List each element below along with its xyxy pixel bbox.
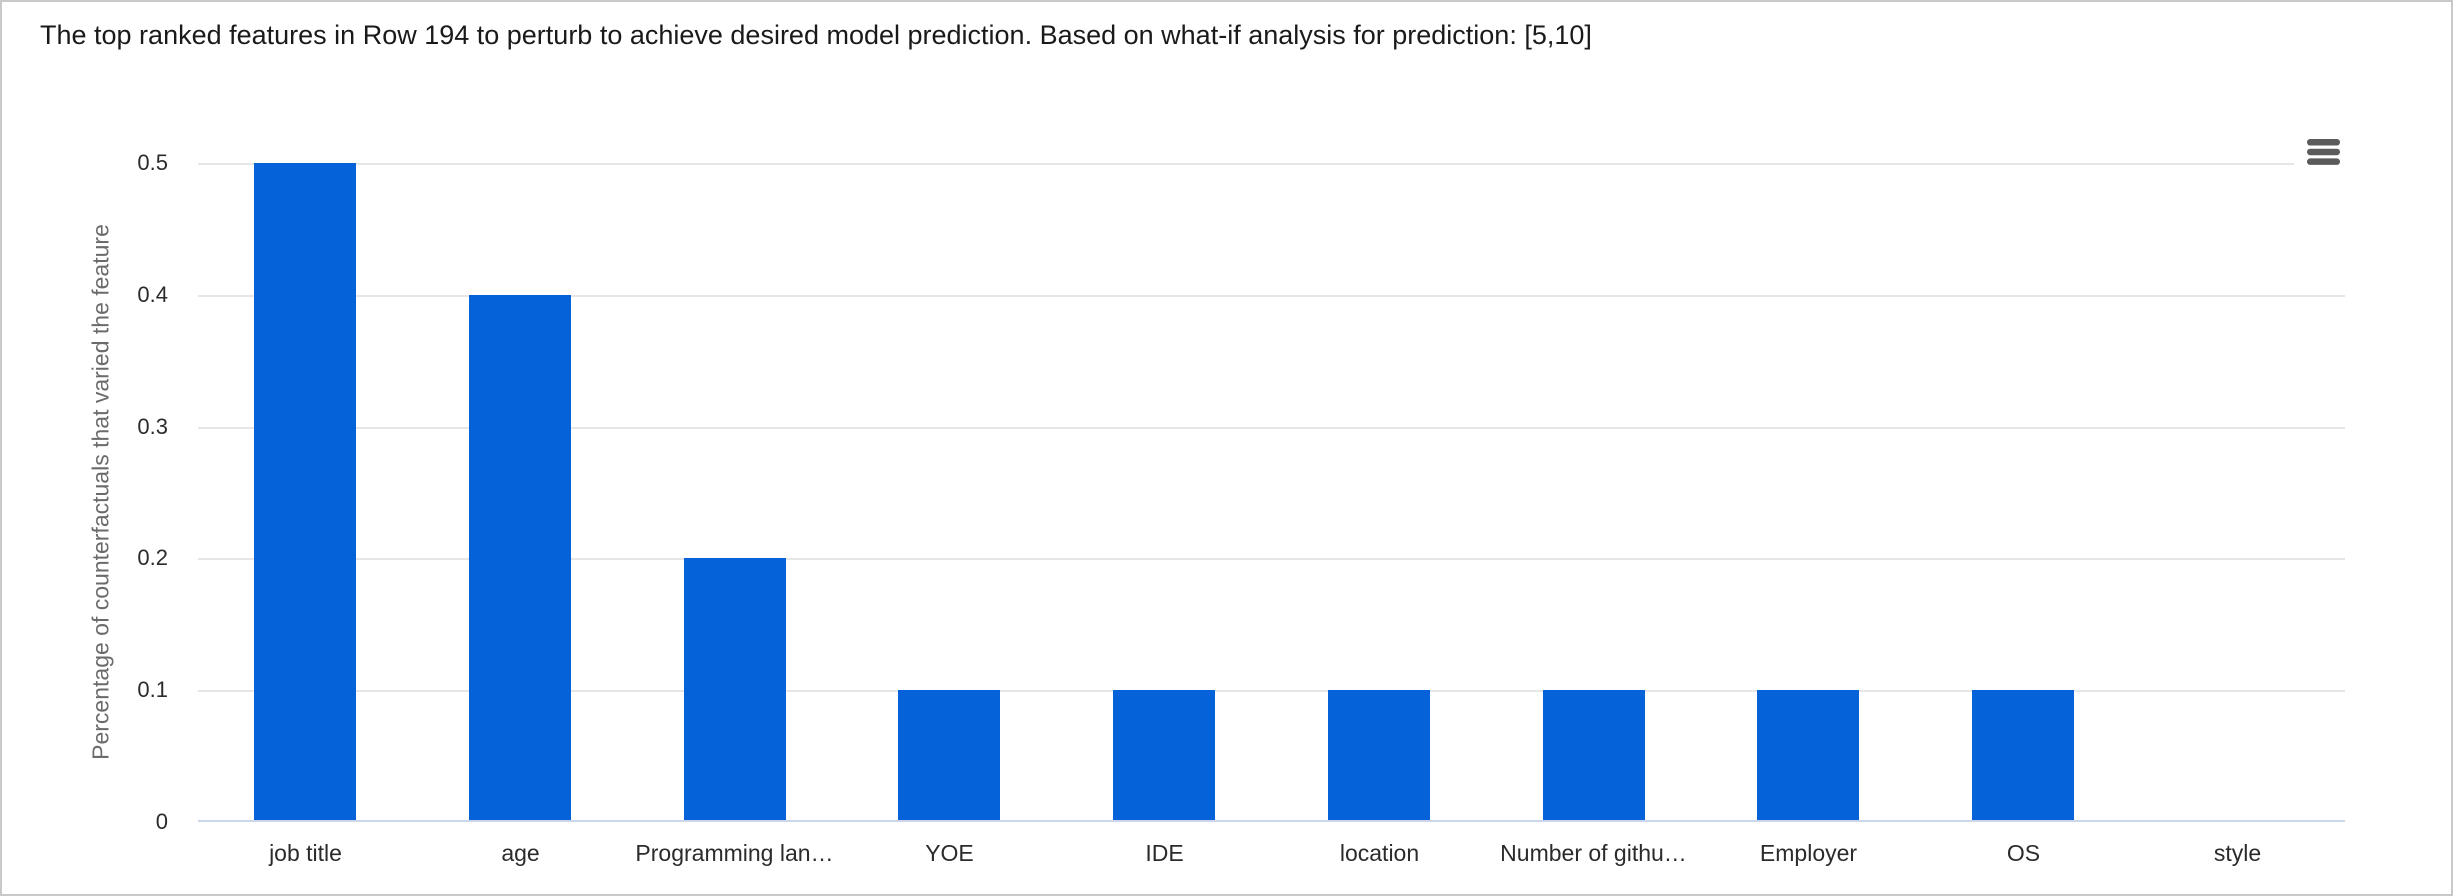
x-axis-label: location [1339, 840, 1420, 866]
x-axis-line [198, 820, 2345, 822]
gridline [198, 295, 2345, 297]
gridline [198, 163, 2345, 165]
bar-number-of-githu-[interactable] [1543, 690, 1645, 820]
x-axis-label: OS [2006, 840, 2041, 866]
chart-context-menu-button[interactable] [2294, 130, 2354, 174]
y-tick-label: 0.3 [137, 414, 168, 439]
bar-employer[interactable] [1757, 690, 1859, 820]
chart-title: The top ranked features in Row 194 to pe… [40, 20, 1592, 50]
y-tick-label: 0.4 [137, 282, 168, 307]
x-axis-label: Employer [1759, 840, 1858, 866]
x-axis-label: style [2213, 840, 2262, 866]
x-axis-label: job title [269, 840, 342, 866]
x-axis-label: YOE [925, 840, 974, 866]
bar-ide[interactable] [1113, 690, 1215, 820]
gridline [198, 558, 2345, 560]
x-axis-label: Number of githu… [1500, 840, 1687, 866]
bar-location[interactable] [1328, 690, 1430, 820]
x-axis-label: IDE [1145, 840, 1184, 866]
y-tick-label: 0 [155, 809, 168, 834]
y-tick-label: 0.5 [137, 150, 168, 175]
y-tick-label: 0.2 [137, 545, 168, 570]
plot-area [198, 163, 2345, 822]
x-axis-label: Programming lan… [635, 840, 834, 866]
bar-job-title[interactable] [254, 163, 356, 820]
bar-age[interactable] [469, 295, 571, 820]
bar-os[interactable] [1972, 690, 2074, 820]
bar-yoe[interactable] [898, 690, 1000, 820]
hamburger-icon [2307, 139, 2340, 165]
bar-programming-lan-[interactable] [684, 558, 786, 820]
y-tick-label: 0.1 [137, 677, 168, 702]
gridline [198, 690, 2345, 692]
gridline [198, 427, 2345, 429]
x-axis-label: age [501, 840, 540, 866]
